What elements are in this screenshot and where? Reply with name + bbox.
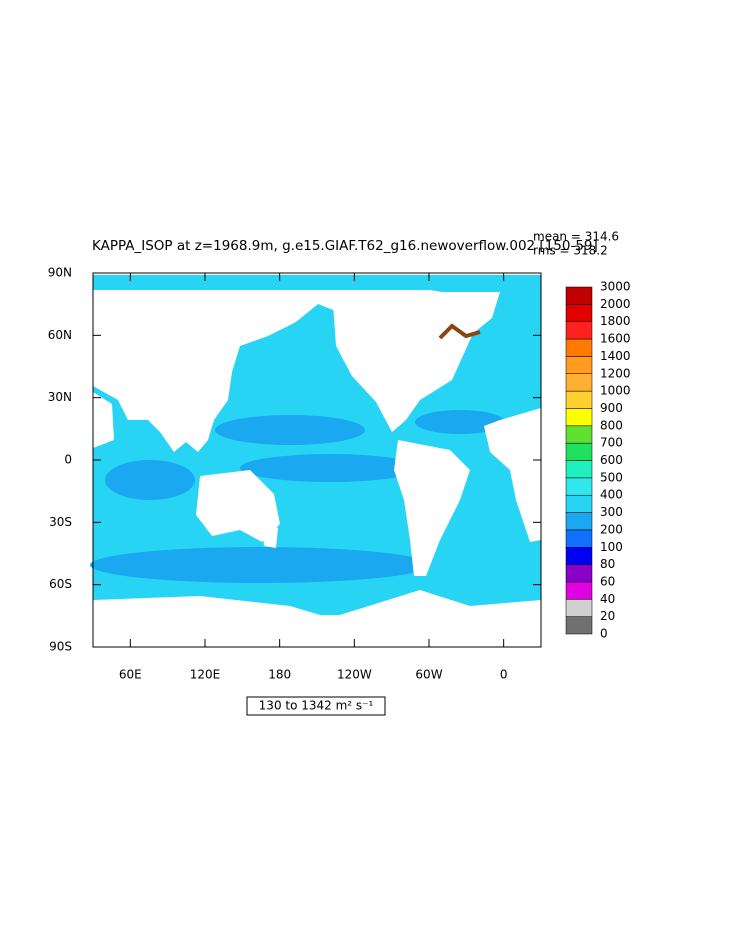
- colorbar-label: 300: [600, 505, 623, 519]
- y-tick-label: 90S: [49, 640, 72, 654]
- land: [394, 440, 470, 576]
- colorbar-label: 700: [600, 436, 623, 450]
- colorbar-label: 1600: [600, 332, 631, 346]
- colorbar-box: [565, 529, 593, 548]
- colorbar-label: 100: [600, 540, 623, 554]
- colorbar-label: 60: [600, 574, 615, 588]
- colorbar-label: 200: [600, 522, 623, 536]
- y-tick-label: 0: [64, 453, 72, 467]
- land: [93, 392, 114, 448]
- colorbar-box: [565, 477, 593, 496]
- x-tick-label: 120W: [337, 668, 372, 682]
- colorbar-label: 3000: [600, 280, 631, 294]
- colorbar-label: 1200: [600, 366, 631, 380]
- colorbar-label: 40: [600, 592, 615, 606]
- colorbar-box: [565, 425, 593, 444]
- map: [90, 272, 542, 648]
- ocean-patch: [90, 547, 430, 583]
- colorbar-box: [565, 460, 593, 479]
- colorbar-label: 600: [600, 453, 623, 467]
- colorbar-box: [565, 338, 593, 357]
- range-frame: [246, 696, 386, 716]
- colorbar-label: 900: [600, 401, 623, 415]
- colorbar-box: [565, 547, 593, 565]
- colorbar-box: [565, 304, 593, 322]
- ocean-patch: [215, 415, 365, 445]
- colorbar-box: [565, 599, 593, 617]
- x-tick-label: 0: [500, 668, 508, 682]
- y-tick-label: 30S: [49, 515, 72, 529]
- colorbar-label: 80: [600, 557, 615, 571]
- y-tick-label: 60S: [49, 577, 72, 591]
- x-tick-label: 60E: [119, 668, 142, 682]
- colorbar-label: 800: [600, 418, 623, 432]
- x-tick-label: 60W: [415, 668, 442, 682]
- colorbar-box: [565, 373, 593, 392]
- ocean-patch: [105, 460, 195, 500]
- colorbar-box: [565, 616, 593, 635]
- colorbar-box: [565, 581, 593, 600]
- colorbar-box: [565, 356, 593, 374]
- land: [93, 590, 541, 647]
- colorbar-box: [565, 286, 593, 305]
- colorbar-label: 20: [600, 609, 615, 623]
- x-tick-label: 120E: [190, 668, 221, 682]
- ocean-patch: [240, 454, 420, 482]
- land: [93, 290, 350, 452]
- x-tick-label: 180: [268, 668, 291, 682]
- colorbar-box: [565, 408, 593, 427]
- colorbar-box: [565, 494, 593, 513]
- range-box: 130 to 1342 m² s⁻¹: [246, 696, 386, 716]
- y-tick-label: 30N: [48, 390, 72, 404]
- chart-title: KAPPA_ISOP at z=1968.9m, g.e15.GIAF.T62_…: [92, 238, 598, 254]
- colorbar-label: 1400: [600, 349, 631, 363]
- colorbar-label: 1800: [600, 314, 631, 328]
- range-label: 130 to 1342 m² s⁻¹: [259, 699, 374, 713]
- land: [484, 408, 541, 542]
- colorbar-box: [565, 564, 593, 583]
- colorbar-box: [565, 321, 593, 340]
- colorbar-label: 2000: [600, 297, 631, 311]
- hotspot: [438, 323, 481, 340]
- ocean-patch: [415, 410, 505, 434]
- y-tick-label: 60N: [48, 328, 72, 342]
- y-tick-label: 90N: [48, 266, 72, 280]
- colorbar-label: 500: [600, 470, 623, 484]
- stat-rms: rms = 318.2: [533, 244, 608, 258]
- colorbar-label: 1000: [600, 384, 631, 398]
- colorbar-box: [565, 442, 593, 461]
- land: [262, 522, 278, 548]
- land: [196, 470, 280, 542]
- colorbar-label: 400: [600, 488, 623, 502]
- colorbar-box: [565, 390, 593, 409]
- colorbar-box: [565, 512, 593, 531]
- stat-mean: mean = 314.6: [533, 230, 619, 244]
- colorbar-label: 0: [600, 627, 608, 641]
